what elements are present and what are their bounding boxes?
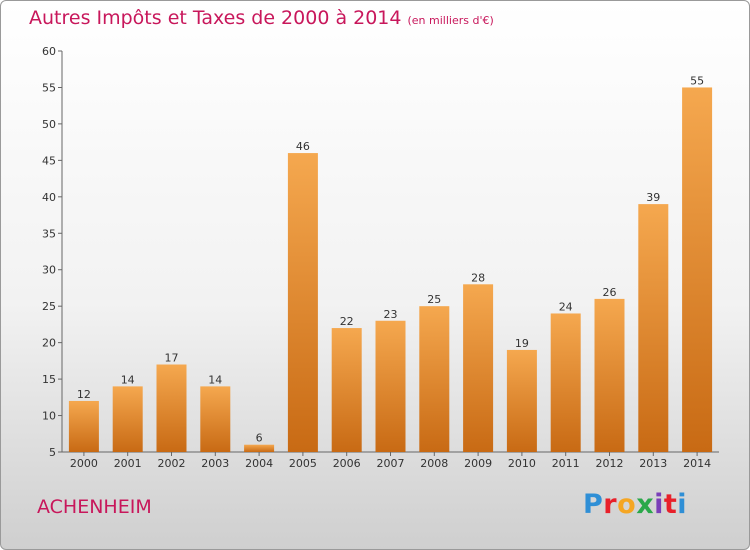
bars: 12 14 17 14 6 46 22 23 25 28 19 24 26 39 55 [68,74,713,453]
y-tick-label: 50 [42,118,56,131]
bar-2000 [68,400,99,452]
data-label-2003: 14 [208,373,222,386]
y-tick-label: 20 [42,337,56,350]
x-tick-label-2013: 2013 [639,457,667,470]
x-tick-label-2003: 2003 [201,457,229,470]
logo-letter: x [636,489,655,520]
x-tick-label-2014: 2014 [683,457,711,470]
logo-letter: i [677,489,688,520]
x-tick-label-2004: 2004 [245,457,273,470]
logo-letter: t [663,489,678,520]
y-tick-label: 25 [42,300,56,313]
proxiti-logo[interactable]: Proxiti [583,489,687,520]
y-tick-label: 5 [49,446,56,459]
logo-letter: r [603,489,618,520]
data-label-2010: 19 [515,337,529,350]
y-tick-label: 10 [42,410,56,423]
x-tick-label-2002: 2002 [158,457,186,470]
y-tick-label: 35 [42,227,56,240]
x-tick-label-2009: 2009 [464,457,492,470]
logo-letter: i [654,489,664,520]
chart-subtitle: (en milliers d'€) [407,14,494,27]
data-label-2004: 6 [256,432,263,445]
x-tick-label-2000: 2000 [70,457,98,470]
data-label-2001: 14 [121,373,135,386]
x-tick-label-2005: 2005 [289,457,317,470]
x-tick-label-2008: 2008 [420,457,448,470]
x-tick-label-2007: 2007 [377,457,405,470]
y-tick-label: 60 [42,45,56,58]
data-label-2002: 17 [165,352,179,365]
y-tick-label: 30 [42,264,56,277]
data-label-2007: 23 [384,308,398,321]
bar-2009 [463,284,494,452]
bar-2008 [419,306,450,452]
x-tick-label-2010: 2010 [508,457,536,470]
bar-2002 [156,364,187,452]
bar-2007 [375,320,406,452]
data-label-2006: 22 [340,315,354,328]
data-label-2005: 46 [296,140,310,153]
data-label-2014: 55 [690,74,704,87]
bar-2004 [244,444,275,452]
logo-letter: o [617,489,637,520]
x-tick-label-2011: 2011 [552,457,580,470]
y-tick-label: 45 [42,154,56,167]
y-tick-label: 15 [42,373,56,386]
x-tick-label-2001: 2001 [114,457,142,470]
x-tick-label-2012: 2012 [596,457,624,470]
logo-letter: P [583,489,604,520]
chart-title: Autres Impôts et Taxes de 2000 à 2014 (en… [29,7,494,29]
bar-2011 [550,313,581,452]
data-label-2000: 12 [77,388,91,401]
data-label-2008: 25 [427,293,441,306]
bar-2006 [331,328,362,452]
data-label-2012: 26 [603,286,617,299]
y-tick-label: 55 [42,81,56,94]
y-tick-label: 40 [42,191,56,204]
x-tick-label-2006: 2006 [333,457,361,470]
data-label-2013: 39 [646,191,660,204]
bar-2012 [594,298,625,452]
bar-2010 [506,349,537,452]
data-label-2009: 28 [471,271,485,284]
data-label-2011: 24 [559,300,573,313]
bar-2013 [638,204,669,452]
bar-2001 [112,386,143,452]
bar-2003 [200,386,231,452]
bar-2014 [682,87,713,453]
bar-2005 [287,153,318,452]
commune-name: ACHENHEIM [37,496,152,518]
